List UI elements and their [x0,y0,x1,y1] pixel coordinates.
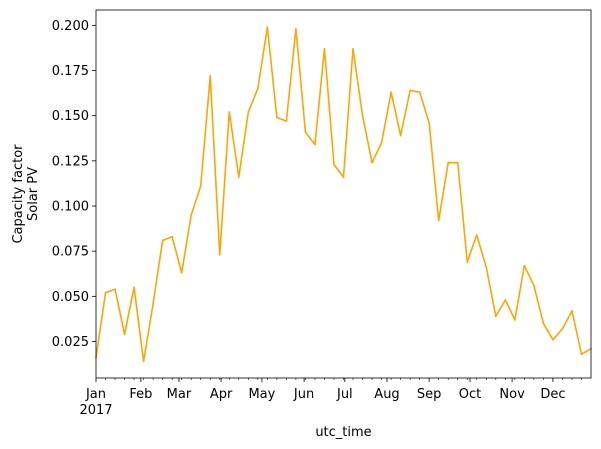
data-point [295,28,297,30]
y-axis-label-line-1: Capacity factor [11,144,26,244]
data-point [190,214,192,216]
y-tick-label: 0.150 [52,109,89,124]
x-tick-label: Sep [417,387,442,402]
data-point [409,89,411,92]
data-point [552,338,554,341]
data-point [114,288,116,290]
x-tick-label: Dec [540,387,565,402]
y-tick-label: 0.100 [52,200,89,215]
data-point [466,261,469,263]
data-point [523,264,526,267]
x-tick-label: Nov [499,387,525,402]
x-axis: Jan Feb Mar Apr May Jun Jul Aug Sep Oct Nov Dec [85,378,582,402]
data-point [218,253,221,256]
data-point [361,114,364,117]
data-point [352,48,354,50]
data-point [133,286,135,289]
y-axis: 0.025 0.050 0.075 0.100 0.125 0.150 0.175 0.200 [52,19,96,350]
data-point [495,315,497,318]
data-point [199,185,202,187]
x-tick-label: Feb [129,387,152,402]
x-tick-label: May [248,387,275,402]
data-point [475,234,478,236]
data-point [533,284,535,287]
data-point [371,161,373,164]
x-tick-label: Mar [167,387,192,402]
y-tick-label: 0.050 [52,290,89,305]
data-point [437,219,440,222]
data-point [342,176,345,178]
y-tick-label: 0.200 [52,19,89,34]
x-tick-label: Jan [85,387,106,402]
y-tick-label: 0.025 [52,335,89,350]
data-point [152,302,154,305]
x-tick-label: Apr [210,387,233,402]
data-point [514,319,516,321]
x-axis-label: utc_time [315,425,371,440]
y-tick-label: 0.175 [52,64,89,79]
data-point [399,134,402,137]
x-tick-label: Oct [459,387,481,402]
data-point [504,299,507,301]
y-tick-label: 0.125 [52,154,89,169]
data-point [380,141,383,144]
data-point [228,111,231,113]
x-tick-label: Jun [293,387,314,402]
data-point [180,272,183,274]
data-point [285,120,288,122]
y-axis-label-line-2: Solar PV [26,167,41,221]
data-point [580,353,583,355]
data-point [447,161,450,164]
data-point [390,91,392,93]
data-point [123,333,126,336]
data-point [542,322,545,325]
x-tick-year-label: 2017 [79,403,112,418]
data-point [161,239,164,242]
data-point [237,176,240,178]
data-point [314,143,316,146]
data-point [418,91,421,93]
series-line-solar-pv [95,26,592,363]
data-point [304,131,307,133]
series-layer [95,26,592,363]
x-tick-label: Jul [336,387,353,402]
data-point [561,328,564,330]
data-point [209,75,212,77]
data-point [485,266,488,269]
data-point [266,26,269,28]
data-point [257,87,259,90]
data-point [104,291,107,294]
data-point [456,161,459,164]
data-point [171,235,173,238]
data-point [428,122,430,124]
data-point [247,111,250,113]
data-point [323,48,326,50]
plot-frame [95,9,592,379]
data-point [142,360,145,363]
data-point [571,309,573,312]
data-point [333,163,335,166]
x-tick-label: Aug [374,387,399,402]
y-tick-label: 0.075 [52,245,89,260]
data-point [276,116,278,119]
